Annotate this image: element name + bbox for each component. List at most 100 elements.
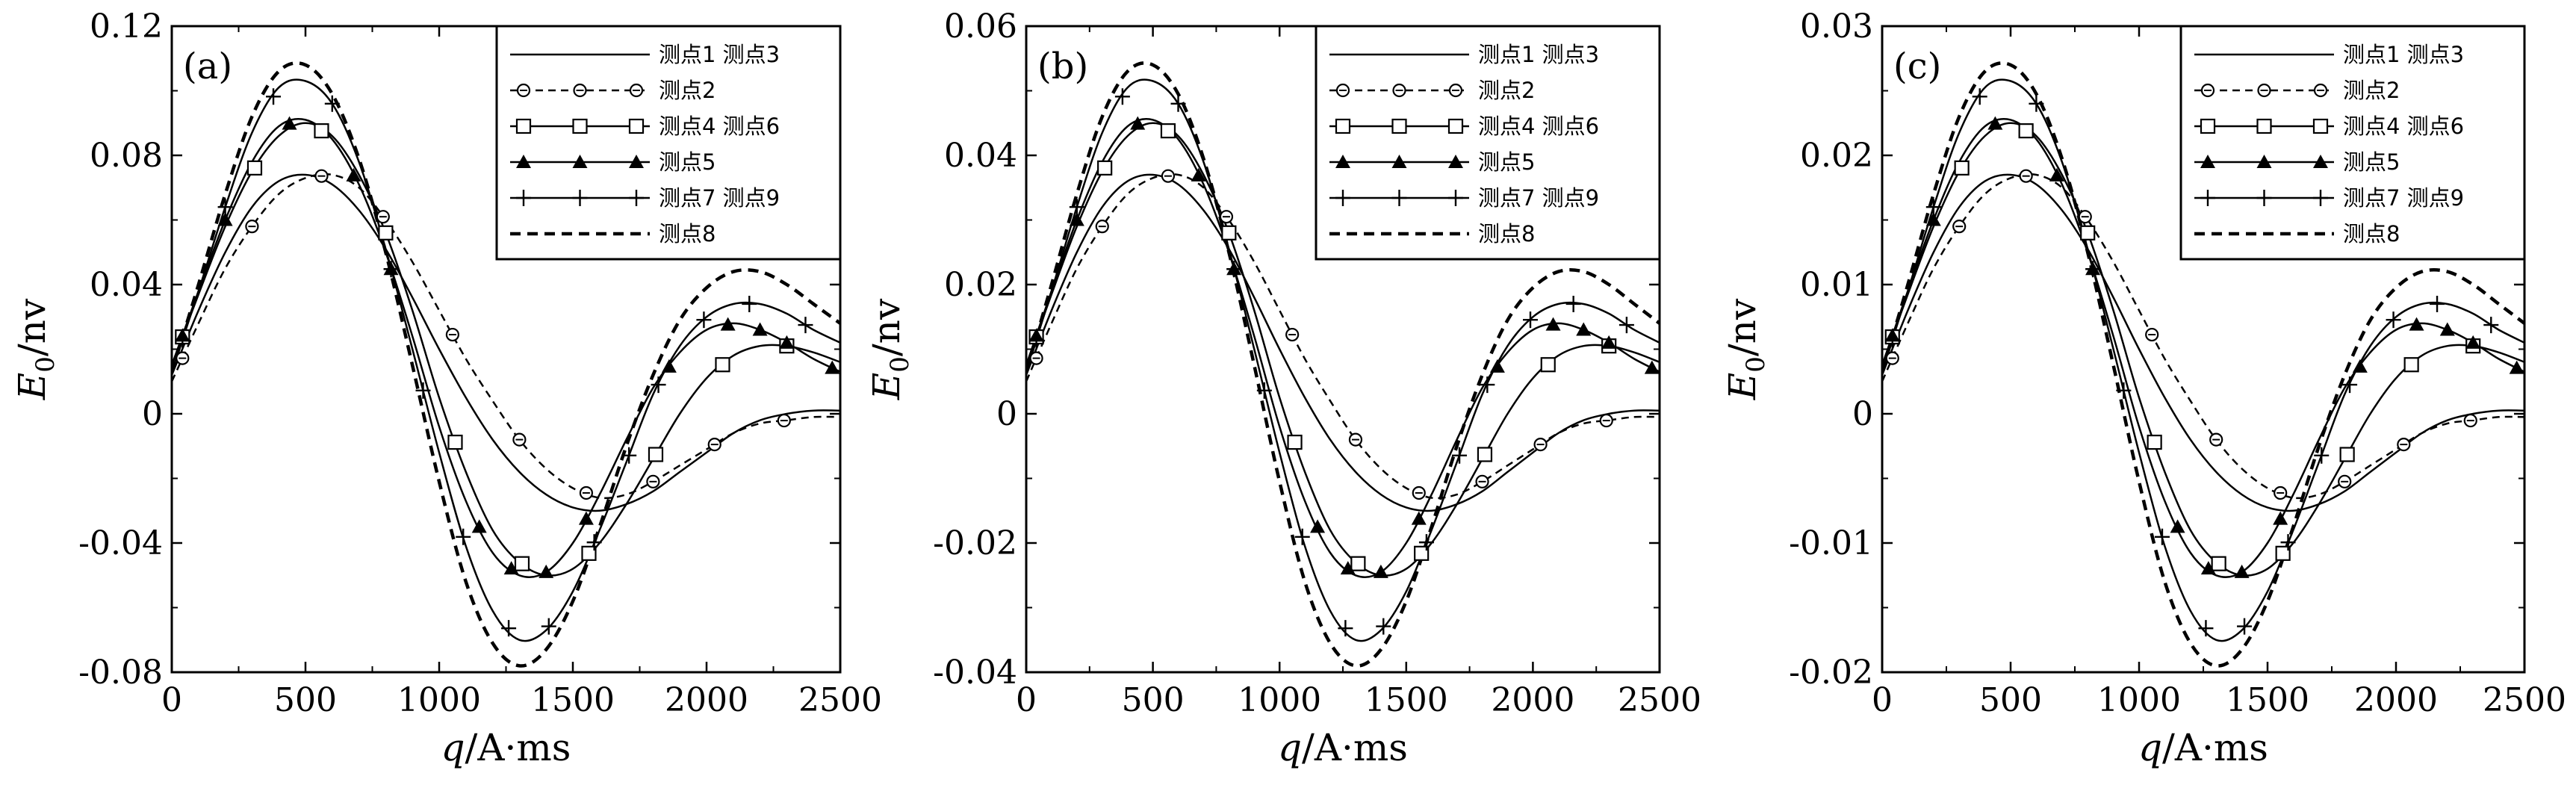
marker-s7-7	[501, 620, 517, 637]
marker-s5-9	[661, 359, 677, 373]
marker-s7-9	[586, 534, 602, 551]
marker-s5-7	[539, 564, 554, 578]
series-line-s5	[1882, 117, 2524, 578]
marker-s7-9	[1418, 534, 1434, 551]
x-tick-label: 1000	[2097, 681, 2181, 719]
marker-s7-6	[2154, 528, 2170, 545]
marker-s5-12	[1601, 335, 1617, 349]
marker-s5-10	[2409, 317, 2424, 331]
legend-marker-s4-1	[1391, 118, 1407, 134]
legend-label-s1: 测点1 测点3	[659, 42, 780, 67]
marker-s7-14	[2483, 317, 2499, 334]
series-line-s5	[172, 117, 840, 578]
marker-s4-4	[1287, 434, 1303, 450]
legend-label-s2: 测点2	[659, 78, 716, 103]
marker-s5-6	[503, 561, 519, 575]
y-axis-label: E0/nv	[865, 298, 915, 400]
marker-s5-8	[578, 511, 594, 525]
marker-s4-3	[378, 225, 394, 241]
marker-s5-13	[1644, 360, 1660, 374]
marker-s5-8	[2273, 511, 2288, 525]
series-line-s1	[1882, 173, 2524, 512]
marker-s7-7	[1338, 620, 1353, 637]
series-line-s7	[172, 78, 840, 642]
marker-s5-6	[1340, 561, 1356, 575]
legend-marker-s7-0	[516, 190, 531, 206]
x-tick-label: 1500	[1365, 681, 1448, 719]
marker-s7-1	[1069, 199, 1084, 216]
marker-s4-3	[1221, 225, 1237, 241]
y-tick-label: -0.02	[933, 524, 1017, 562]
legend-label-s2: 测点2	[1478, 78, 1535, 103]
x-tick-label: 500	[274, 681, 337, 719]
marker-s7-6	[456, 528, 471, 545]
marker-s5-13	[825, 360, 840, 374]
x-tick-label: 500	[1122, 681, 1185, 719]
marker-s7-8	[541, 618, 556, 635]
x-tick-label: 2500	[1618, 681, 1701, 719]
legend: 测点1 测点3 测点2 测点4 测点6 测点5 测点7 测点9 测点8	[1315, 25, 1661, 261]
marker-s5-9	[2352, 359, 2368, 373]
marker-s4-7	[1477, 447, 1493, 462]
marker-s7-10	[2314, 447, 2330, 464]
marker-s4-6	[581, 545, 597, 561]
y-tick-label: 0.04	[944, 137, 1017, 175]
legend-marker-s7-2	[629, 190, 644, 206]
marker-s5-1	[217, 212, 233, 226]
marker-s4-7	[648, 447, 664, 462]
y-tick-label: -0.08	[78, 654, 163, 692]
chart-panel-2: 0 500 1000 1500 2000 2500 -0.04 -0.02 0 0.02 0.04 0…	[865, 7, 1701, 769]
legend-marker-s5-2	[2313, 155, 2328, 168]
marker-s7-14	[1618, 317, 1634, 334]
marker-s4-8	[715, 357, 730, 373]
legend-marker-s5-0	[2200, 155, 2215, 168]
marker-s7-12	[1523, 311, 1539, 329]
marker-s7-5	[415, 382, 431, 399]
marker-s7-12	[2386, 311, 2401, 329]
legend-marker-s4-1	[2256, 118, 2272, 134]
legend-marker-s4-2	[1447, 118, 1464, 134]
marker-s7-14	[798, 317, 813, 334]
marker-s4-5	[2211, 556, 2226, 571]
legend-label-s7: 测点7 测点9	[659, 185, 780, 211]
x-tick-label: 0	[1016, 681, 1037, 719]
series-line-s8	[1882, 61, 2524, 668]
legend-marker-s5-1	[572, 155, 588, 168]
series-line-s1	[172, 173, 840, 512]
panel-label: (a)	[183, 46, 232, 87]
y-tick-label: 0.02	[944, 266, 1017, 304]
y-tick-label: 0.04	[90, 266, 163, 304]
legend-label-s1: 测点1 测点3	[1478, 42, 1599, 67]
legend-marker-s4-0	[515, 118, 532, 134]
legend-marker-s5-1	[1391, 155, 1407, 168]
legend-label-s8: 测点8	[659, 221, 716, 246]
series-line-s8	[1026, 61, 1660, 668]
marker-s7-3	[1170, 95, 1186, 112]
marker-s5-13	[2509, 360, 2524, 374]
marker-s5-1	[1925, 212, 1941, 226]
marker-s7-13	[742, 295, 757, 312]
series-group	[172, 61, 840, 668]
marker-s5-6	[2200, 561, 2216, 575]
marker-s7-8	[2237, 618, 2253, 635]
x-tick-label: 0	[161, 681, 182, 719]
legend-marker-s4-0	[1335, 118, 1351, 134]
legend-label-s7: 测点7 测点9	[2343, 185, 2464, 211]
y-tick-label: 0.01	[1800, 266, 1873, 304]
y-tick-label: 0	[996, 395, 1017, 433]
legend: 测点1 测点3 测点2 测点4 测点6 测点5 测点7 测点9 测点8	[2179, 25, 2526, 261]
marker-s7-2	[266, 88, 282, 105]
marker-s7-5	[2116, 382, 2132, 399]
legend-label-s5: 测点5	[659, 149, 716, 175]
legend-marker-s4-0	[2200, 118, 2216, 134]
x-tick-label: 1000	[1238, 681, 1321, 719]
legend-label-s5: 测点5	[2343, 149, 2400, 175]
series-line-s8	[172, 61, 840, 668]
marker-s5-2	[282, 116, 297, 130]
marker-s7-0	[1028, 331, 1044, 348]
series-line-s7	[1882, 78, 2524, 642]
marker-s5-10	[720, 317, 736, 331]
legend-label-s1: 测点1 测点3	[2343, 42, 2464, 67]
marker-s5-3	[346, 167, 361, 181]
series-line-s2	[1026, 173, 1660, 500]
